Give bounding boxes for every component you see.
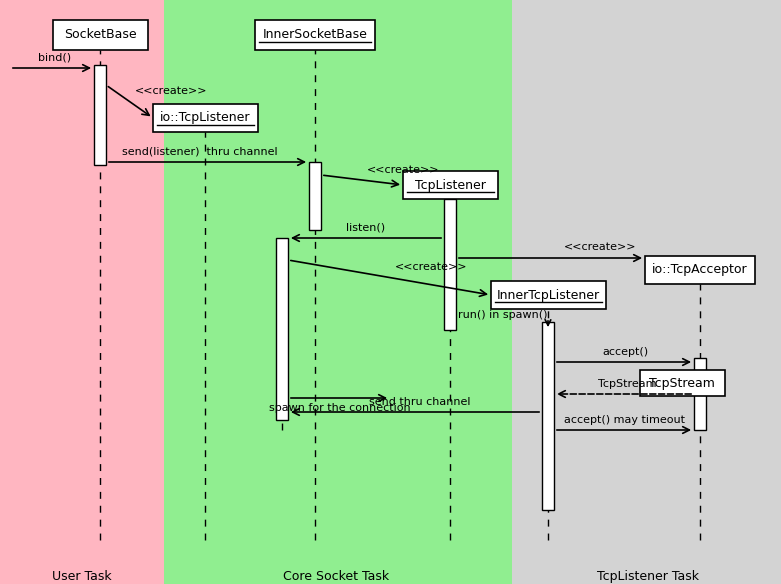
Bar	[94, 65, 106, 165]
Text: listen(): listen()	[347, 223, 386, 233]
Text: spawn for the connection: spawn for the connection	[269, 403, 411, 413]
Text: TcpListener Task: TcpListener Task	[597, 570, 699, 583]
Bar	[490, 281, 605, 309]
Bar	[0, 0, 164, 584]
Text: <<create>>: <<create>>	[134, 86, 207, 96]
Text: run() in spawn(): run() in spawn()	[458, 310, 547, 320]
Text: TcpStream: TcpStream	[597, 379, 656, 389]
Bar	[640, 370, 725, 396]
Bar	[694, 358, 706, 430]
Text: accept(): accept()	[602, 347, 648, 357]
Text: send(listener)  thru channel: send(listener) thru channel	[122, 147, 278, 157]
Text: bind(): bind()	[38, 53, 72, 63]
Bar	[276, 238, 288, 420]
Text: Core Socket Task: Core Socket Task	[283, 570, 389, 583]
Bar	[402, 171, 497, 199]
Text: <<create>>: <<create>>	[367, 165, 440, 175]
Bar	[164, 0, 512, 584]
Text: TcpStream: TcpStream	[649, 377, 715, 390]
Text: SocketBase: SocketBase	[64, 29, 137, 41]
Bar	[444, 199, 456, 330]
Text: <<create>>: <<create>>	[394, 262, 467, 273]
Text: io::TcpListener: io::TcpListener	[160, 112, 250, 124]
Text: TcpListener: TcpListener	[415, 179, 486, 192]
Bar	[542, 322, 554, 510]
Text: InnerSocketBase: InnerSocketBase	[262, 29, 367, 41]
Bar	[52, 20, 148, 50]
Bar	[152, 104, 258, 132]
Text: User Task: User Task	[52, 570, 112, 583]
Bar	[309, 162, 321, 230]
Text: <<create>>: <<create>>	[564, 242, 637, 252]
Bar	[512, 0, 781, 584]
Text: InnerTcpListener: InnerTcpListener	[497, 288, 600, 301]
Text: io::TcpAcceptor: io::TcpAcceptor	[652, 263, 748, 276]
Text: send thru channel: send thru channel	[369, 397, 471, 407]
Text: accept() may timeout: accept() may timeout	[565, 415, 686, 425]
Bar	[645, 256, 755, 284]
Bar	[255, 20, 375, 50]
